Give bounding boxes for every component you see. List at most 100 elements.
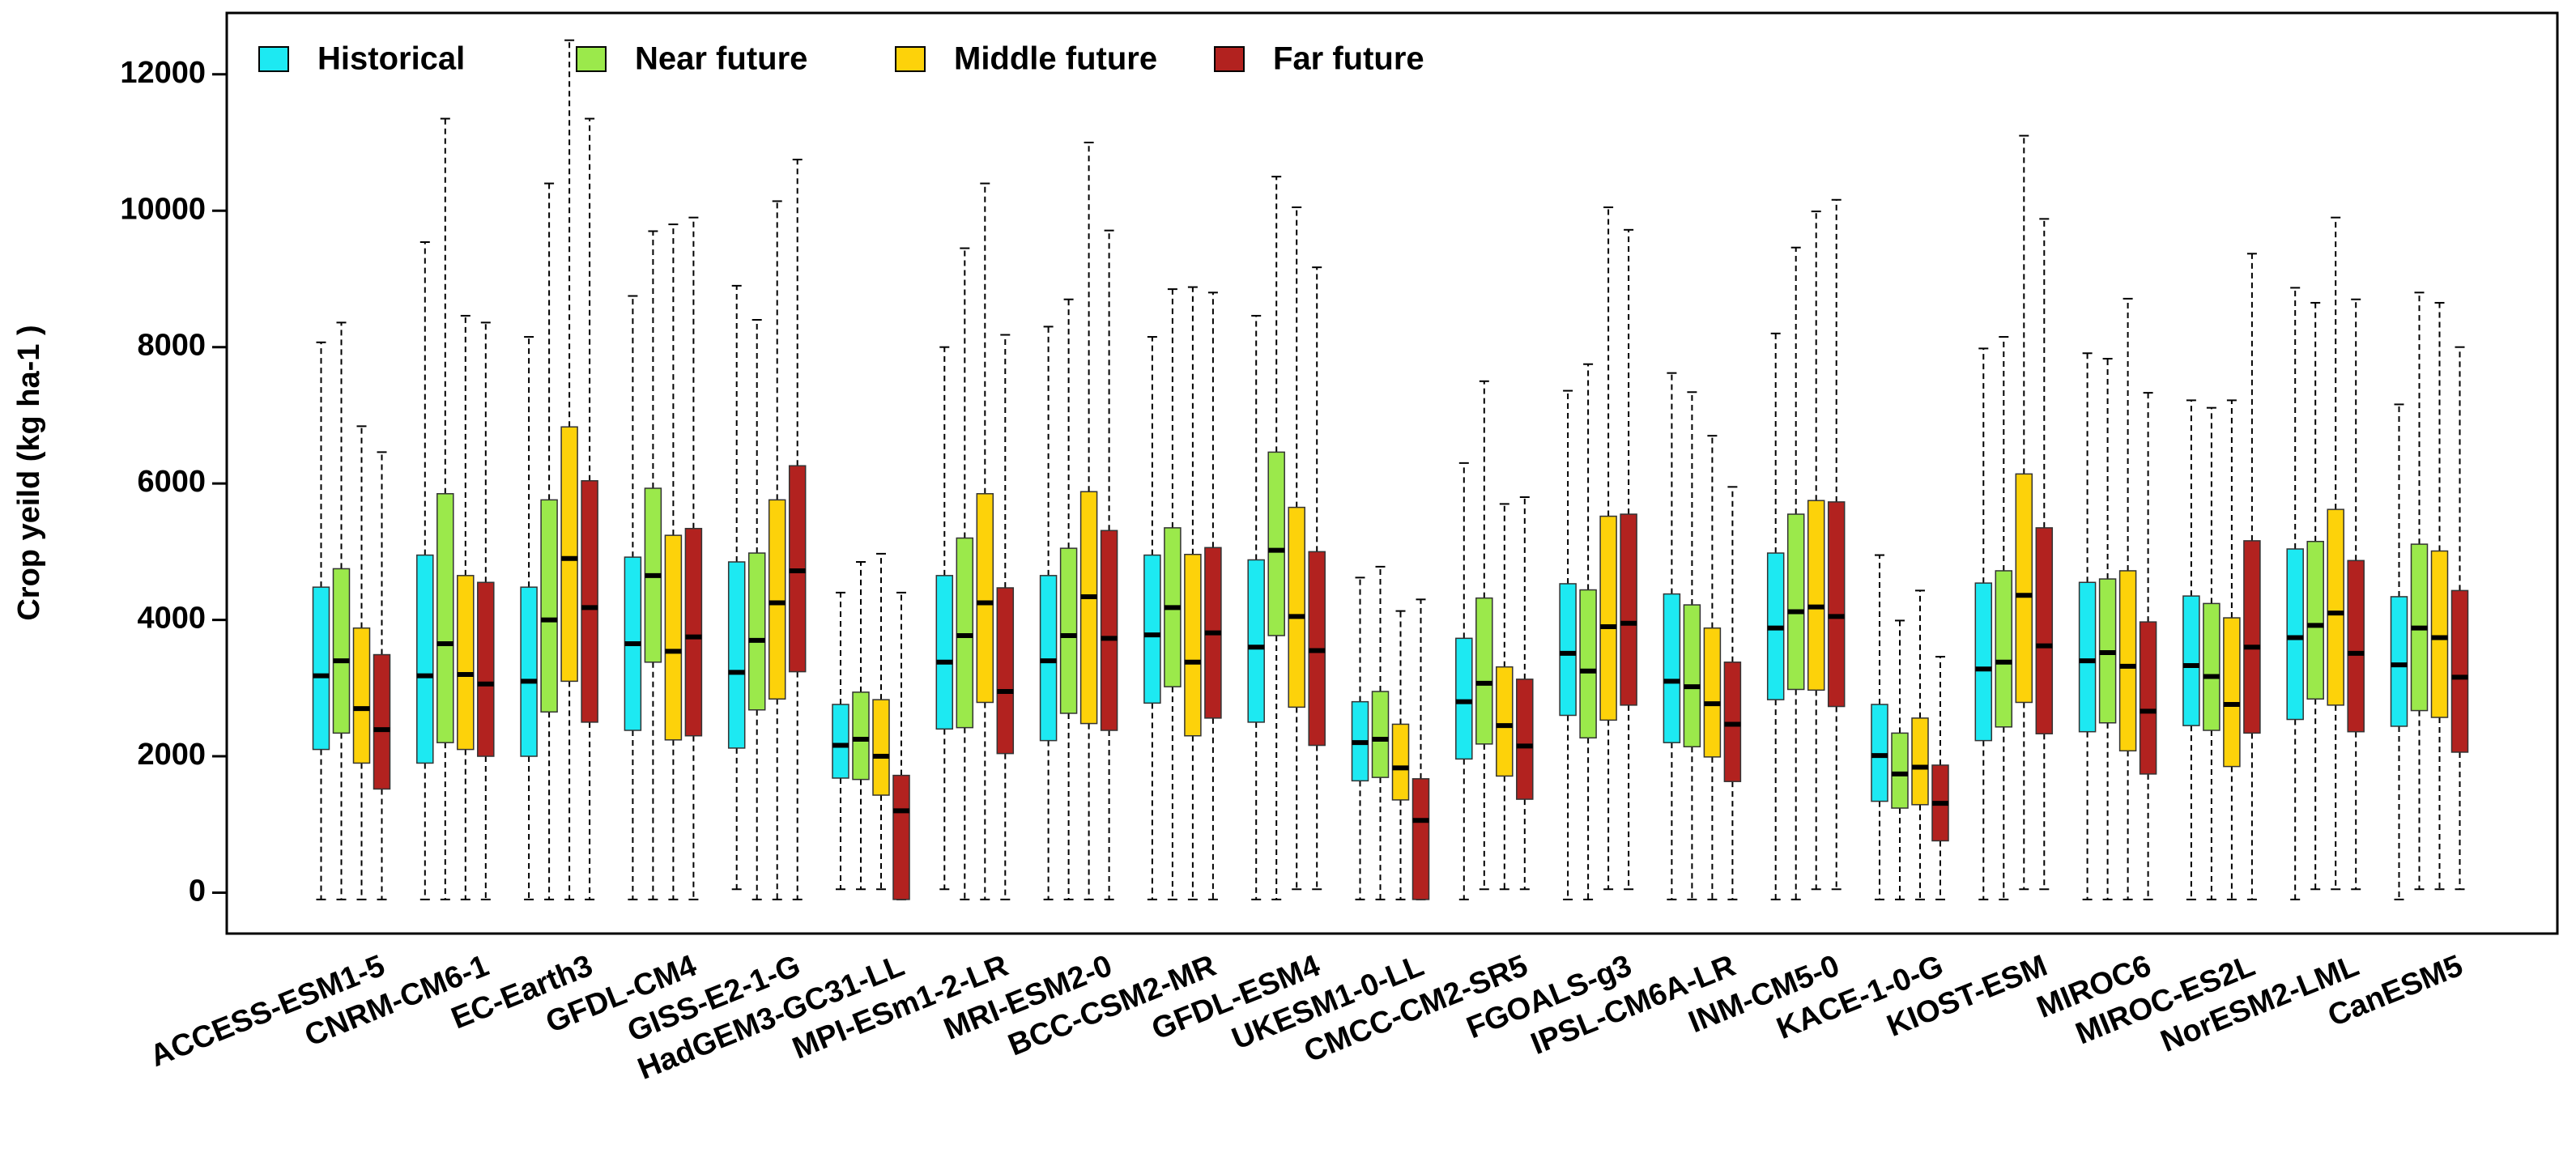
box [2243,540,2261,734]
box-plot [996,334,1015,900]
y-axis-label: Crop yeild (kg ha-1 ) [12,325,46,620]
box-plot [2430,301,2449,891]
box [832,704,849,779]
box-plot [2390,403,2408,900]
box-plot [1079,142,1098,900]
box [2223,617,2241,768]
box [2286,548,2304,721]
box [1411,778,1430,900]
box [457,575,475,751]
box-plot [1516,496,1534,891]
legend-swatch [576,46,607,72]
y-tick-label: 10000 [120,192,206,226]
box-plot [2203,406,2220,900]
box [1247,559,1265,723]
box-plot [1039,325,1058,900]
box-plot [2327,216,2344,891]
box [1620,513,1637,706]
y-tick-label: 2000 [137,738,206,772]
box [1579,589,1597,739]
box [1786,513,1805,691]
legend-label: Far future [1273,41,1424,77]
box-plot [747,319,766,900]
box-plot [2182,399,2200,900]
box [1703,627,1722,758]
box-plot [332,321,351,900]
box-plot [1911,589,1929,900]
box-plot [1455,462,1473,900]
box-plot [1723,486,1742,900]
box-plot [1974,347,1993,900]
y-tick-label: 6000 [137,465,206,499]
box [1267,451,1285,636]
legend-swatch [258,46,289,72]
box-plot [436,117,454,900]
box [2327,508,2344,706]
box [664,534,683,741]
box-plot [1184,286,1202,900]
y-tick-label: 4000 [137,602,206,636]
box-plot [727,284,746,891]
box-plot [1599,206,1617,891]
y-tick-label: 12000 [120,56,206,90]
box [312,586,330,751]
box-plot [2015,134,2033,891]
box-plot [644,230,662,900]
box-plot [560,39,578,900]
box [1079,491,1098,725]
box-plot [1496,503,1514,891]
box [560,426,578,683]
box-plot [788,159,807,900]
box [1871,704,1888,802]
legend-swatch [895,46,926,72]
box-plot [664,223,683,900]
box-plot [1683,391,1701,900]
box-plot [1391,610,1410,900]
box-plot [2098,358,2117,900]
box-plot [935,346,954,891]
box [1371,691,1390,778]
box-plot [1288,206,1305,891]
box-plot [520,336,538,900]
box-plot [1703,435,1722,900]
box [2015,473,2033,704]
box [1995,570,2013,728]
box-plot [1871,554,1888,900]
box [2390,596,2408,727]
box [2118,570,2137,752]
box [1827,501,1846,708]
box-plot [2139,392,2157,900]
box-plot [373,451,391,900]
box-plot [832,591,849,891]
box [2347,559,2365,733]
box [520,586,538,757]
box-plot [1411,598,1430,900]
box-plot [1995,336,2013,900]
box-plot [1807,211,1825,891]
box [373,653,391,790]
box [872,699,890,796]
box [1039,575,1058,742]
box [2078,581,2097,733]
box-plot [1620,228,1637,891]
box-plot [352,425,371,900]
box [727,561,746,749]
box-plot [1766,332,1785,900]
box-plot [1204,291,1222,900]
box [1455,637,1473,760]
box [1391,723,1410,801]
box [436,493,454,743]
box-plot [2118,297,2137,900]
box-plot [2410,291,2429,891]
box [2450,589,2469,753]
box-plot [457,314,475,900]
box-plot [1371,565,1390,900]
box [1683,604,1701,747]
box [2182,595,2200,726]
box [996,587,1015,755]
box-plot [1579,363,1597,900]
box-plot [1143,336,1161,900]
box-plot [1267,176,1285,900]
